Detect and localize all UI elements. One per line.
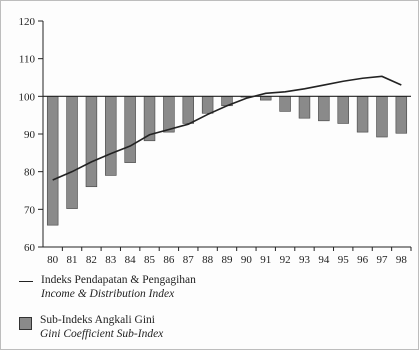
bar-98 [395, 96, 408, 134]
x-tick-label-89: 89 [222, 254, 234, 266]
y-tick-label-70: 70 [24, 204, 36, 216]
bar-97 [376, 96, 388, 138]
x-tick-label-85: 85 [144, 254, 156, 266]
y-tick-label-80: 80 [24, 167, 36, 179]
x-tick-label-94: 94 [318, 254, 330, 266]
legend-line-label-en: Income & Distribution Index [41, 288, 175, 300]
x-tick-label-95: 95 [338, 254, 350, 266]
x-tick-label-88: 88 [202, 254, 214, 266]
bar-86 [163, 96, 175, 133]
x-tick-label-82: 82 [86, 254, 97, 266]
x-tick-label-91: 91 [260, 254, 271, 266]
bar-81 [66, 96, 78, 209]
legend-item-line: Indeks Pendapatan & Pengagihan Income & … [19, 273, 196, 301]
bar-80 [46, 96, 59, 226]
bar-88 [201, 96, 214, 114]
bar-95 [337, 96, 349, 124]
y-tick-label-120: 120 [19, 16, 36, 28]
legend-bar-label: Sub-Indeks Angkali Gini [40, 314, 155, 326]
x-tick-label-97: 97 [376, 254, 388, 266]
legend-bar-text: Sub-Indeks Angkali Gini Gini Coefficient… [40, 313, 163, 341]
legend: Indeks Pendapatan & Pengagihan Income & … [19, 273, 409, 343]
x-tick-label-84: 84 [125, 254, 137, 266]
x-tick-label-83: 83 [105, 254, 117, 266]
x-tick-label-92: 92 [280, 254, 291, 266]
x-tick-label-98: 98 [396, 254, 408, 266]
x-tick-label-80: 80 [47, 254, 59, 266]
x-tick-label-93: 93 [299, 254, 311, 266]
x-tick-label-86: 86 [163, 254, 175, 266]
bar-94 [318, 96, 330, 122]
legend-item-bar: Sub-Indeks Angkali Gini Gini Coefficient… [19, 313, 163, 341]
bar-87 [182, 96, 194, 124]
bar-84 [124, 96, 136, 163]
legend-line-label: Indeks Pendapatan & Pengagihan [41, 274, 196, 286]
y-tick-label-110: 110 [19, 54, 36, 66]
legend-line-swatch [19, 281, 33, 282]
y-tick-label-100: 100 [19, 91, 36, 103]
x-tick-label-81: 81 [67, 254, 78, 266]
bar-96 [356, 96, 369, 133]
y-tick-label-90: 90 [24, 129, 36, 141]
legend-bar-swatch [19, 317, 32, 330]
bar-83 [105, 96, 117, 176]
bar-92 [279, 96, 291, 112]
legend-bar-label-en: Gini Coefficient Sub-Index [40, 328, 164, 340]
series-line-income-distribution [52, 75, 402, 181]
x-tick-label-87: 87 [183, 254, 195, 266]
x-tick-label-90: 90 [241, 254, 253, 266]
bar-93 [298, 96, 311, 119]
legend-line-text: Indeks Pendapatan & Pengagihan Income & … [41, 273, 196, 301]
y-tick-label-60: 60 [24, 242, 36, 254]
bar-82 [85, 96, 98, 188]
x-tick-label-96: 96 [357, 254, 369, 266]
